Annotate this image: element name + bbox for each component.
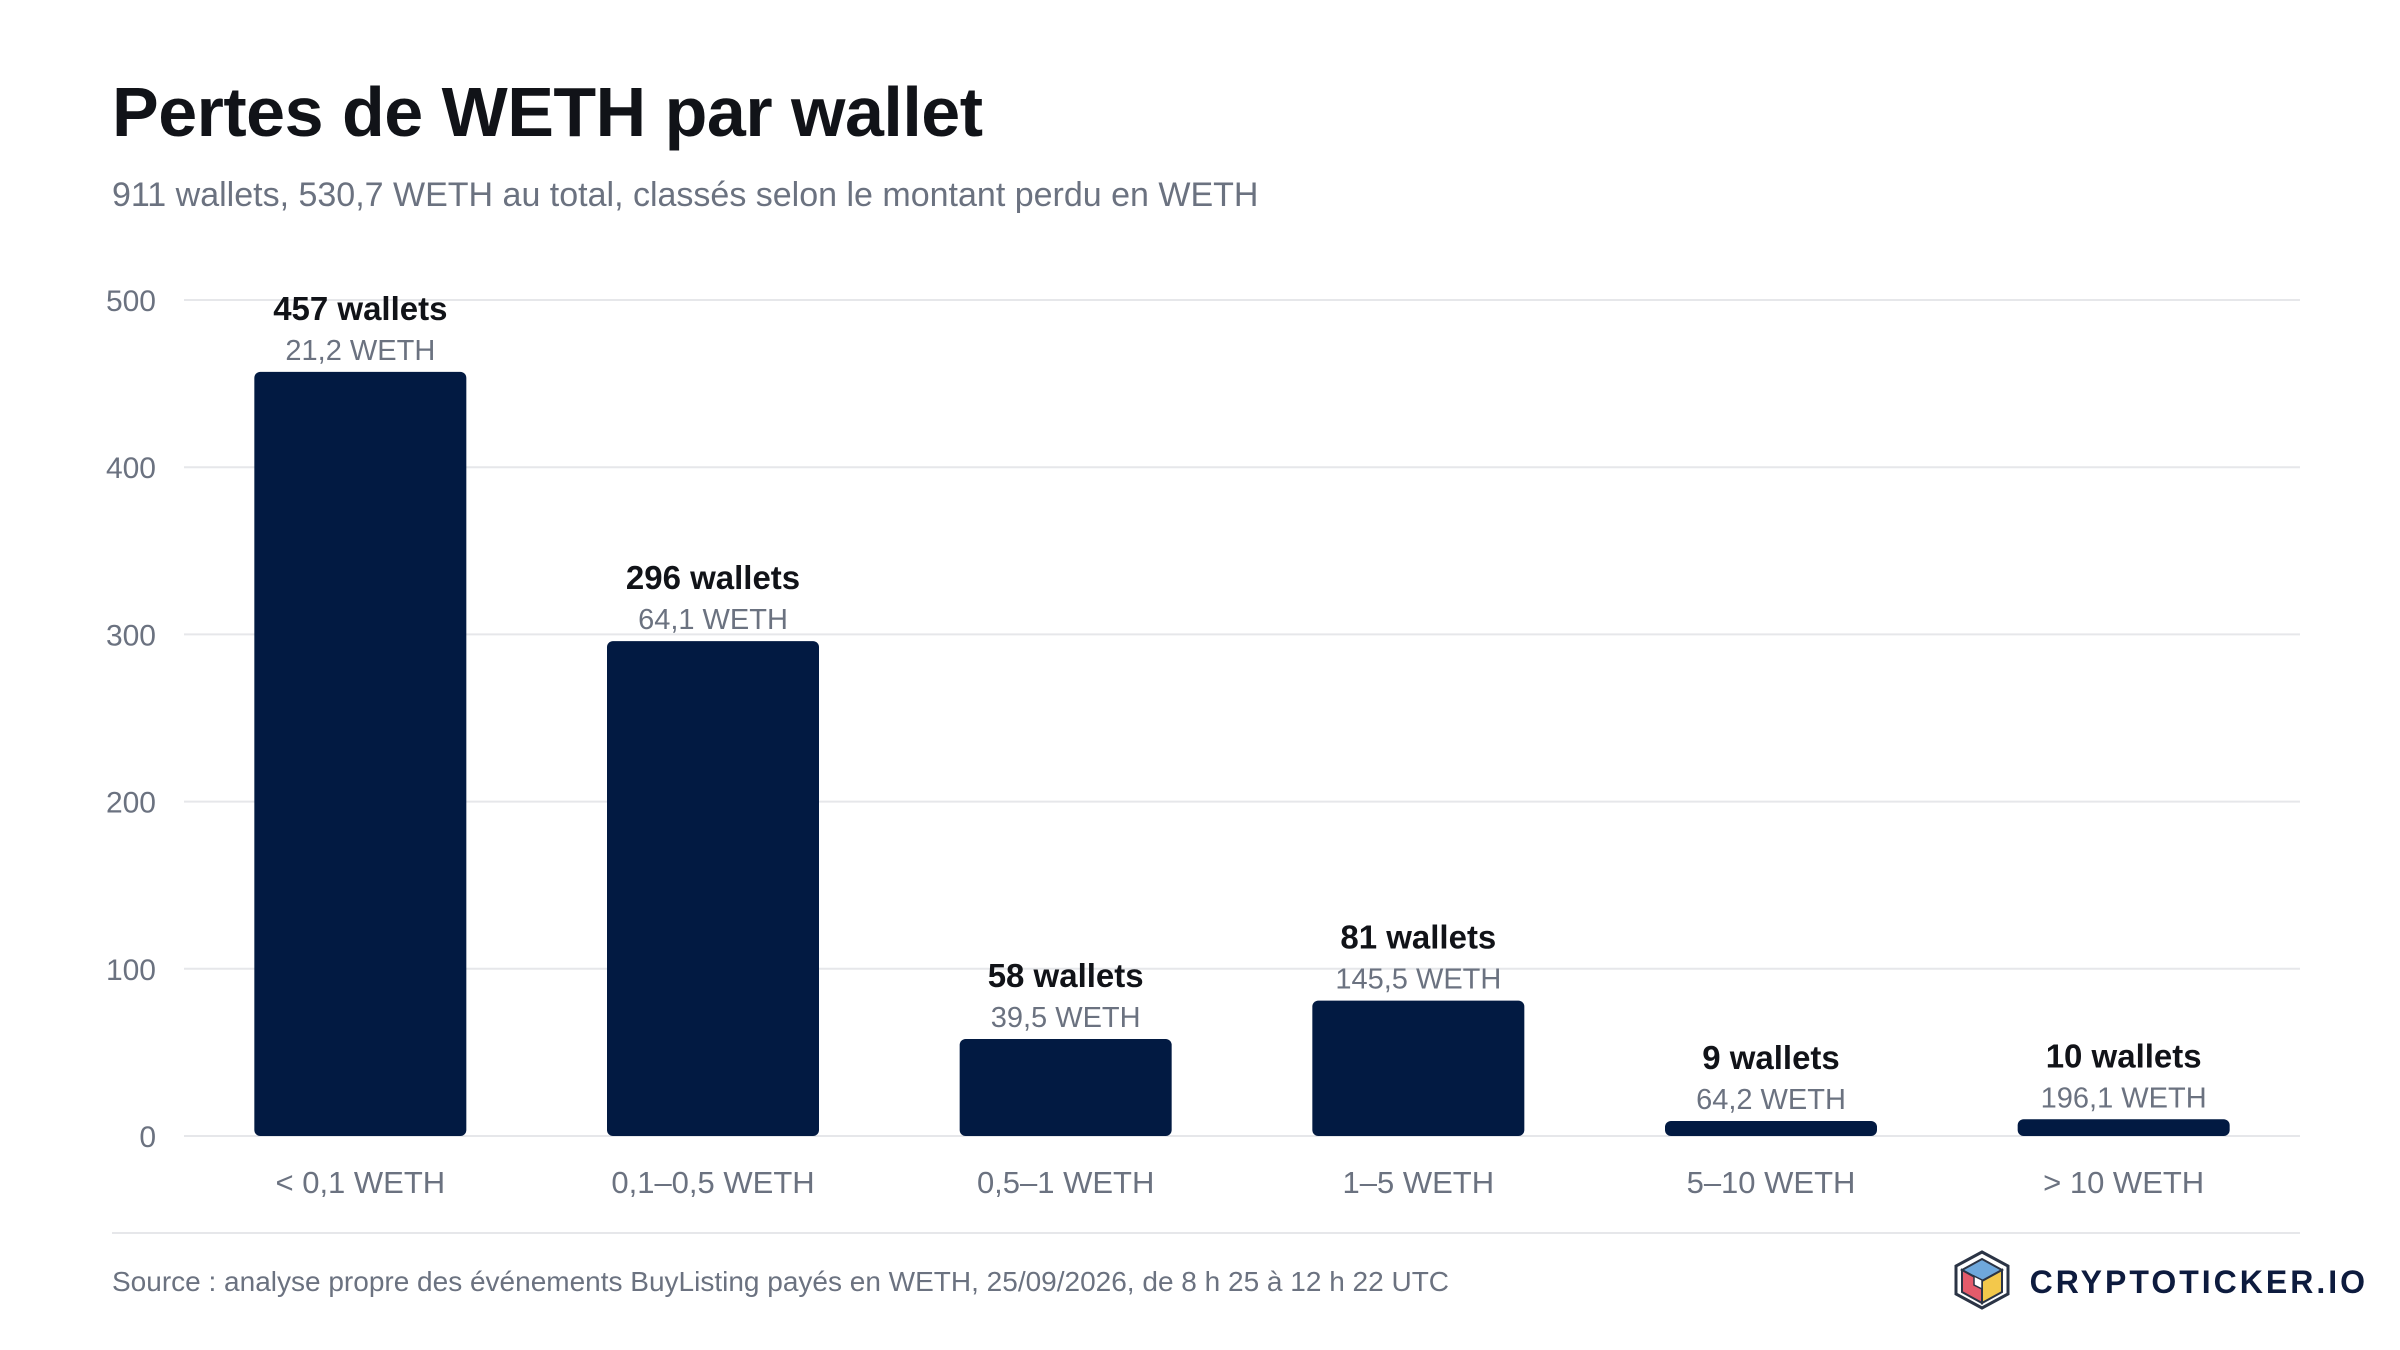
x-tick-label: 5–10 WETH <box>1687 1165 1856 1200</box>
bar <box>254 371 467 1136</box>
bars <box>254 371 2230 1136</box>
brand-logo[interactable]: CRYPTOTICKER.IO <box>1952 1249 2368 1316</box>
x-axis-ticks: < 0,1 WETH 0,1–0,5 WETH 0,5–1 WETH 1–5 WETH… <box>275 1165 2204 1200</box>
x-tick-label: 1–5 WETH <box>1343 1165 1495 1200</box>
bar-value-label: 81 wallets <box>1340 919 1496 956</box>
chart-title: Pertes de WETH par wallet <box>112 73 983 151</box>
bar-weth-label: 64,1 WETH <box>638 604 788 636</box>
x-tick-label: < 0,1 WETH <box>275 1165 445 1200</box>
cube-logo-icon <box>1952 1249 2012 1316</box>
bar <box>2017 1119 2230 1136</box>
y-tick-label: 0 <box>139 1121 156 1154</box>
x-tick-label: > 10 WETH <box>2043 1165 2204 1200</box>
gridlines <box>184 299 2300 1137</box>
y-axis-ticks: 0 100 200 300 400 500 <box>106 285 156 1154</box>
x-tick-label: 0,5–1 WETH <box>977 1165 1154 1200</box>
x-tick-label: 0,1–0,5 WETH <box>611 1165 814 1200</box>
bar <box>959 1039 1172 1136</box>
bar-value-label: 9 wallets <box>1702 1039 1840 1076</box>
bar-weth-label: 196,1 WETH <box>2041 1082 2207 1114</box>
bar-weth-label: 39,5 WETH <box>991 1002 1141 1034</box>
y-tick-label: 500 <box>106 285 156 318</box>
bar-weth-label: 21,2 WETH <box>285 335 435 367</box>
chart-subtitle: 911 wallets, 530,7 WETH au total, classé… <box>112 176 1259 214</box>
brand-name: CRYPTOTICKER.IO <box>2029 1263 2368 1300</box>
bar <box>1312 1000 1525 1136</box>
y-tick-label: 200 <box>106 787 156 820</box>
bar-value-label: 296 wallets <box>626 559 800 596</box>
source-note: Source : analyse propre des événements B… <box>112 1266 1450 1297</box>
y-tick-label: 400 <box>106 452 156 485</box>
y-tick-label: 300 <box>106 619 156 652</box>
bar-value-label: 10 wallets <box>2046 1037 2202 1074</box>
y-tick-label: 100 <box>106 954 156 987</box>
bar-value-label: 457 wallets <box>273 290 447 327</box>
bar-weth-label: 145,5 WETH <box>1335 964 1501 996</box>
bar-chart: 0 100 200 300 400 500 457 wallets 21,2 WETH 296… <box>106 285 2300 1200</box>
bar-value-label: 58 wallets <box>988 957 1144 994</box>
bar-labels: 457 wallets 21,2 WETH 296 wallets 64,1 WETH… <box>273 290 2206 1116</box>
bar-weth-label: 64,2 WETH <box>1696 1084 1846 1116</box>
bar <box>1665 1120 1877 1136</box>
bar <box>607 641 819 1136</box>
footer-divider <box>112 1232 2300 1234</box>
